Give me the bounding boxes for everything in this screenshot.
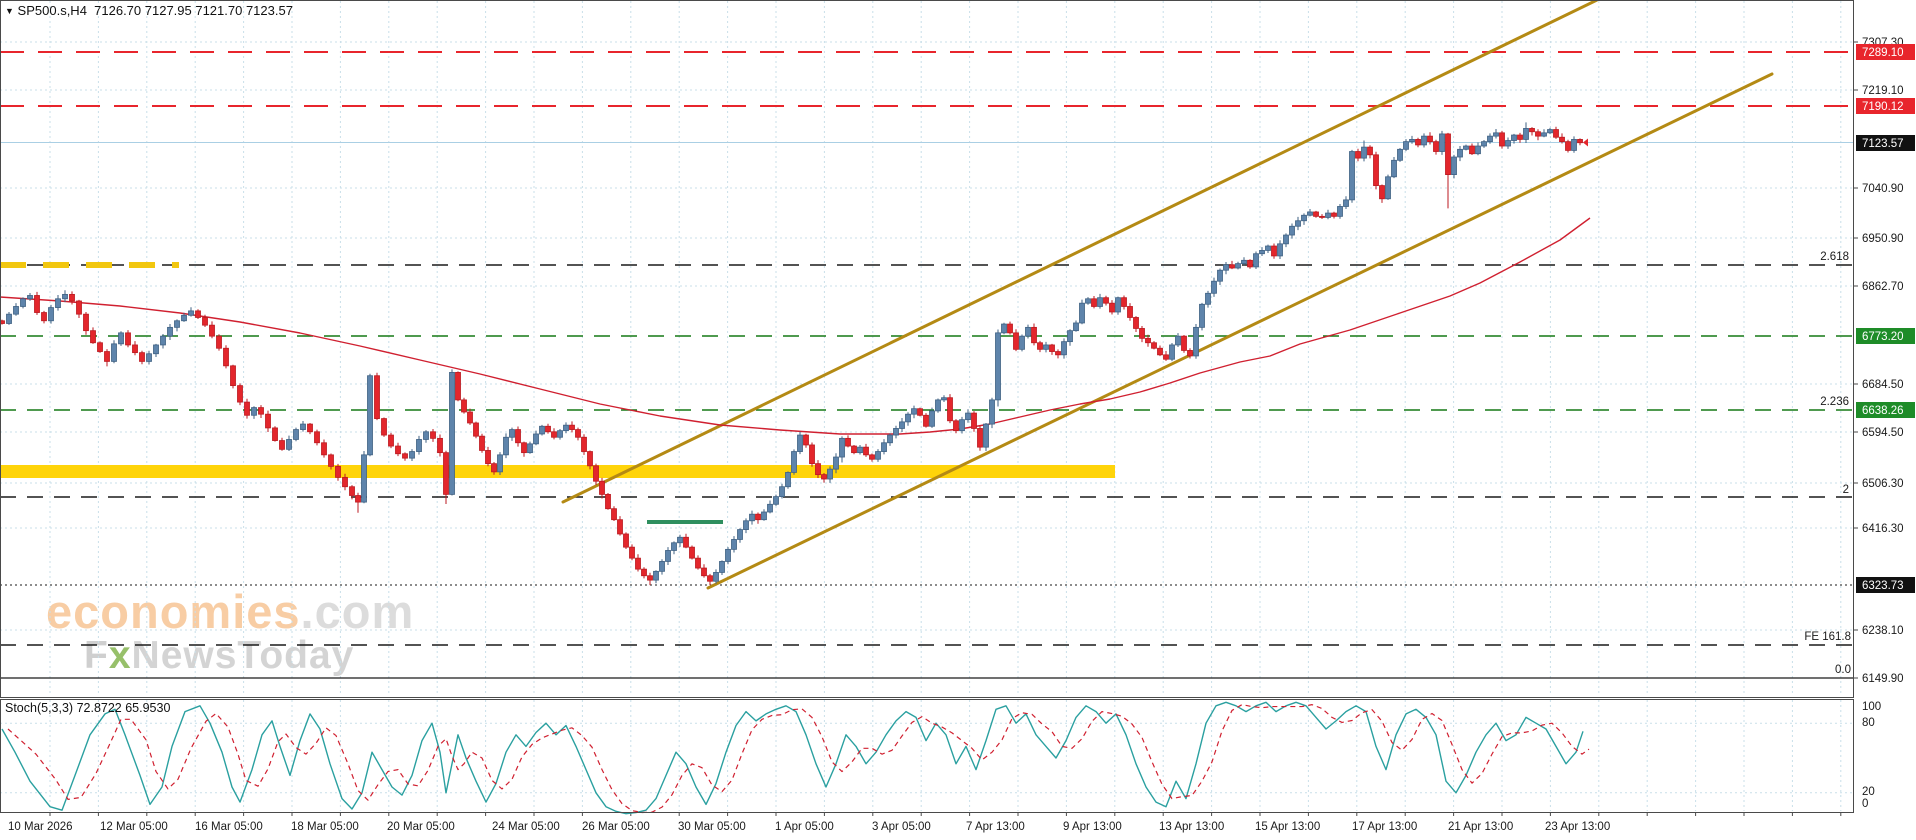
price-badge-label: 7190.12 xyxy=(1862,101,1904,113)
price-badge-green xyxy=(1856,328,1915,344)
date-label: 10 Mar 2026 xyxy=(8,821,73,833)
horizontal-levels xyxy=(0,51,1853,679)
main-panel-border xyxy=(0,0,1854,698)
price-tick-label: 6862.70 xyxy=(1862,281,1904,293)
stochastic-indicator-label: Stoch(5,3,3) 72.8722 65.9530 xyxy=(5,701,171,715)
fib-labels: 2.618 2.236 2 FE 161.8 0.0 xyxy=(1804,251,1851,676)
price-tick-label: 6594.50 xyxy=(1862,427,1904,439)
date-label: 12 Mar 05:00 xyxy=(100,821,168,833)
price-tick-label: 6238.10 xyxy=(1862,625,1904,637)
price-tick-label: 6950.90 xyxy=(1862,233,1904,245)
date-label: 7 Apr 13:00 xyxy=(966,821,1025,833)
date-label: 18 Mar 05:00 xyxy=(291,821,359,833)
price-badge-red xyxy=(1856,98,1915,114)
last-price-arrow xyxy=(1577,138,1588,147)
fib-label: 0.0 xyxy=(1835,664,1851,676)
price-axis[interactable]: 7307.307219.107040.906950.906862.706684.… xyxy=(1853,37,1915,810)
stochastic-main-line xyxy=(1,701,1584,815)
price-badge-label: 6638.26 xyxy=(1862,405,1904,417)
stoch-tick-label: 80 xyxy=(1862,717,1875,729)
price-tick-label: 6149.90 xyxy=(1862,673,1904,685)
price-badge-label: 7123.57 xyxy=(1862,138,1904,150)
stoch-tick-label: 20 xyxy=(1862,786,1875,798)
date-label: 9 Apr 13:00 xyxy=(1063,821,1122,833)
fib-label: 2.236 xyxy=(1820,396,1849,408)
date-label: 30 Mar 05:00 xyxy=(678,821,746,833)
stoch-tick-label: 0 xyxy=(1862,798,1868,810)
price-badge-black xyxy=(1856,135,1915,151)
date-label: 24 Mar 05:00 xyxy=(492,821,560,833)
date-label: 15 Apr 13:00 xyxy=(1255,821,1320,833)
fib-label: FE 161.8 xyxy=(1804,631,1851,643)
stochastic-signal-line xyxy=(7,704,1590,814)
date-label: 17 Apr 13:00 xyxy=(1352,821,1417,833)
date-label: 23 Apr 13:00 xyxy=(1545,821,1610,833)
price-tick-label: 6416.30 xyxy=(1862,523,1904,535)
watermark: economies.com FxNewsToday xyxy=(46,588,414,676)
stoch-tick-label: 100 xyxy=(1862,701,1881,713)
candles xyxy=(0,122,1583,586)
price-badge-label: 6323.73 xyxy=(1862,580,1904,592)
date-label: 13 Apr 13:00 xyxy=(1159,821,1224,833)
symbol-ohlc-text: SP500.s,H4 7126.70 7127.95 7121.70 7123.… xyxy=(17,3,293,18)
date-label: 3 Apr 05:00 xyxy=(872,821,931,833)
price-badge-label: 7289.10 xyxy=(1862,47,1904,59)
price-tick-label: 7219.10 xyxy=(1862,85,1904,97)
date-label: 20 Mar 05:00 xyxy=(387,821,455,833)
price-badge-black xyxy=(1856,577,1915,593)
date-label: 21 Apr 13:00 xyxy=(1448,821,1513,833)
price-tick-label: 7040.90 xyxy=(1862,183,1904,195)
date-label: 16 Mar 05:00 xyxy=(195,821,263,833)
collapse-triangle-icon[interactable]: ▼ xyxy=(5,6,14,16)
watermark-fxnewstoday-logo: FxNewsToday xyxy=(84,633,355,677)
price-tick-label: 6684.50 xyxy=(1862,379,1904,391)
date-label: 1 Apr 05:00 xyxy=(775,821,834,833)
trend-channel-line-2[interactable] xyxy=(706,72,1774,590)
date-label: 26 Mar 05:00 xyxy=(582,821,650,833)
watermark-economies-logo: economies.com xyxy=(46,585,415,638)
stoch-panel-border xyxy=(0,699,1854,813)
price-badge-green xyxy=(1856,402,1915,418)
fib-label: 2.618 xyxy=(1820,251,1849,263)
price-axis-bg[interactable] xyxy=(1854,0,1916,840)
fib-label: 2 xyxy=(1843,484,1849,496)
price-badge-label: 6773.20 xyxy=(1862,331,1904,343)
chart-title: ▼ SP500.s,H4 7126.70 7127.95 7121.70 712… xyxy=(5,3,293,18)
price-badge-red xyxy=(1856,44,1915,60)
price-tick-label: 6506.30 xyxy=(1862,478,1904,490)
time-axis[interactable]: 10 Mar 2026 12 Mar 05:00 16 Mar 05:00 18 Ma… xyxy=(8,821,1610,833)
trend-channel-line-1[interactable] xyxy=(561,0,1599,504)
gridlines xyxy=(0,1,1853,816)
